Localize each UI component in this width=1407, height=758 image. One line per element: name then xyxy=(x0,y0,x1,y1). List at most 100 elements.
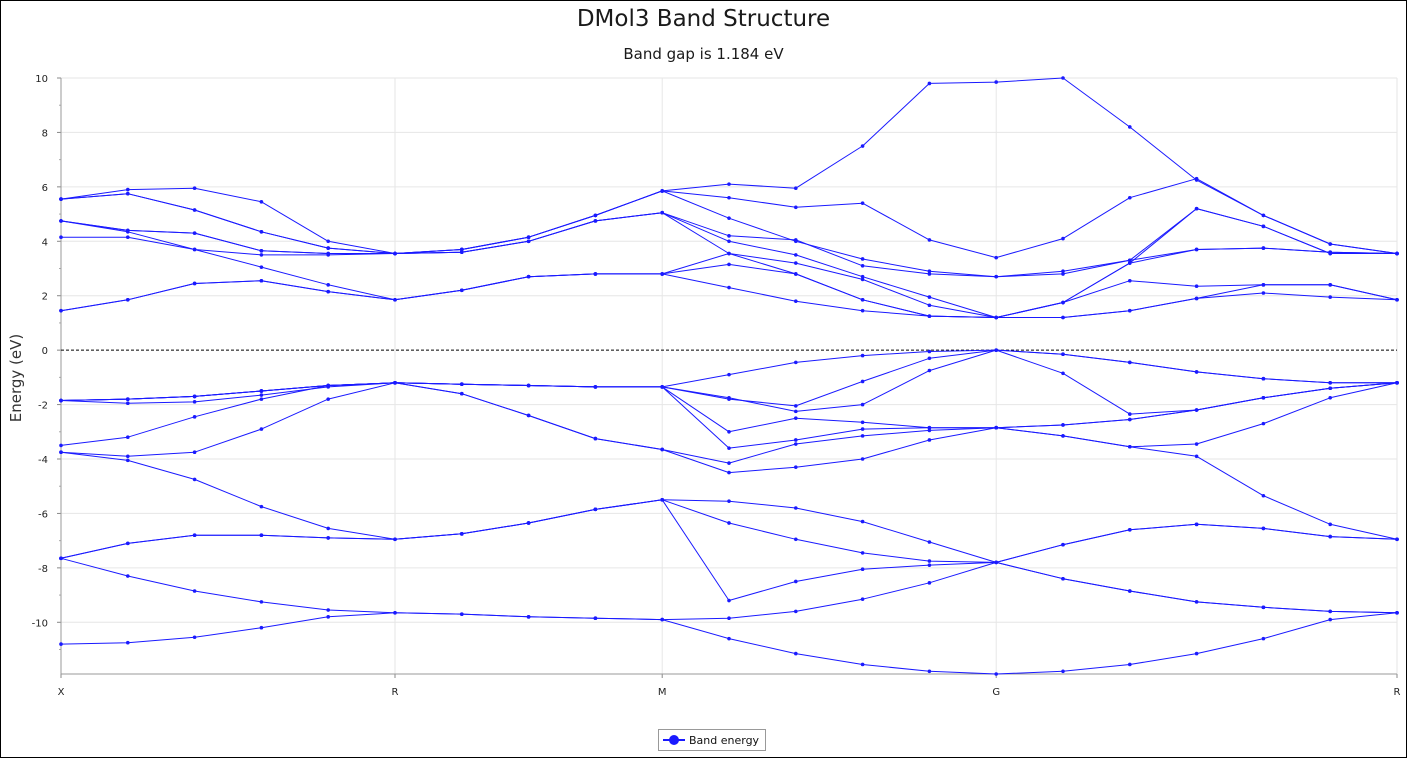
band-point xyxy=(326,283,331,287)
band-point xyxy=(727,182,731,186)
band-point xyxy=(927,368,932,373)
band-point xyxy=(1261,283,1266,287)
band-point xyxy=(526,413,531,418)
band-point xyxy=(860,277,865,282)
band-series xyxy=(59,556,1399,622)
legend[interactable]: Band energy xyxy=(658,729,767,751)
band-point xyxy=(794,239,798,244)
band-point xyxy=(192,186,197,191)
band-point xyxy=(1061,669,1065,674)
band-point xyxy=(126,187,130,192)
band-point xyxy=(727,429,731,434)
band-point xyxy=(927,669,932,674)
band-point xyxy=(1061,300,1065,305)
band-point xyxy=(727,262,731,267)
band-point xyxy=(460,382,464,386)
band-point xyxy=(860,353,865,358)
band-point xyxy=(1061,542,1065,547)
band-point xyxy=(526,521,531,525)
band-point xyxy=(927,81,932,86)
band-point xyxy=(192,415,197,419)
band-point xyxy=(59,398,63,403)
band-series xyxy=(59,348,1399,414)
band-point xyxy=(1261,395,1266,400)
band-point xyxy=(660,210,664,215)
band-point xyxy=(460,391,464,396)
band-point xyxy=(994,425,998,430)
band-point xyxy=(326,239,331,244)
band-point xyxy=(326,383,331,388)
band-point xyxy=(994,315,998,320)
band-point xyxy=(860,274,865,279)
band-point xyxy=(860,567,865,572)
band-point xyxy=(326,615,331,619)
x-tick-label: M xyxy=(658,687,667,698)
band-point xyxy=(393,381,397,385)
band-point xyxy=(393,251,397,256)
band-point xyxy=(460,247,464,252)
band-point xyxy=(660,447,664,452)
band-point xyxy=(1328,617,1332,622)
band-point xyxy=(994,255,998,260)
band-point xyxy=(727,251,731,256)
band-series xyxy=(59,610,1399,676)
band-point xyxy=(1261,493,1266,498)
band-point xyxy=(1128,261,1132,265)
band-point xyxy=(794,579,798,584)
band-series xyxy=(59,262,1399,320)
band-point xyxy=(1128,308,1132,313)
band-point xyxy=(526,615,531,619)
band-point xyxy=(326,608,331,612)
band-point xyxy=(794,205,798,210)
band-point xyxy=(1128,258,1132,263)
band-point xyxy=(727,234,731,238)
band-point xyxy=(794,537,798,542)
band-point xyxy=(59,450,63,455)
band-point xyxy=(1128,527,1132,532)
band-point xyxy=(192,281,197,286)
band-point xyxy=(326,289,331,294)
band-point xyxy=(1395,381,1399,385)
y-tick-label: 6 xyxy=(42,183,48,194)
band-point xyxy=(1128,662,1132,667)
y-tick-label: -8 xyxy=(38,564,48,575)
band-point xyxy=(860,257,865,261)
band-point xyxy=(1061,315,1065,320)
band-point xyxy=(1194,454,1199,459)
band-point xyxy=(1328,381,1332,385)
band-point xyxy=(927,314,932,318)
band-point xyxy=(259,265,264,269)
band-point xyxy=(192,477,197,482)
chart-title: DMol3 Band Structure xyxy=(576,6,831,32)
y-tick-label: -2 xyxy=(38,401,48,412)
band-point xyxy=(860,144,865,148)
band-point xyxy=(1128,125,1132,129)
band-point xyxy=(393,610,397,615)
band-line xyxy=(60,382,1398,540)
band-point xyxy=(860,308,865,313)
band-point xyxy=(326,536,331,540)
band-point xyxy=(593,436,598,441)
band-point xyxy=(1328,395,1332,400)
band-point xyxy=(927,581,932,585)
band-point xyxy=(59,556,63,561)
band-point xyxy=(1194,600,1199,604)
y-tick-label: -10 xyxy=(32,618,48,629)
band-point xyxy=(1261,213,1266,218)
band-point xyxy=(1395,297,1399,302)
band-point xyxy=(927,428,932,433)
band-point xyxy=(794,404,798,408)
band-line xyxy=(60,77,1398,254)
band-point xyxy=(927,563,932,567)
band-point xyxy=(794,360,798,365)
band-point xyxy=(1194,296,1199,301)
band-point xyxy=(794,186,798,191)
band-series xyxy=(59,450,1399,615)
band-point xyxy=(794,442,798,446)
band-point xyxy=(326,251,331,256)
band-point xyxy=(59,642,63,646)
band-point xyxy=(927,349,932,354)
band-point xyxy=(860,263,865,268)
band-point xyxy=(126,191,130,196)
